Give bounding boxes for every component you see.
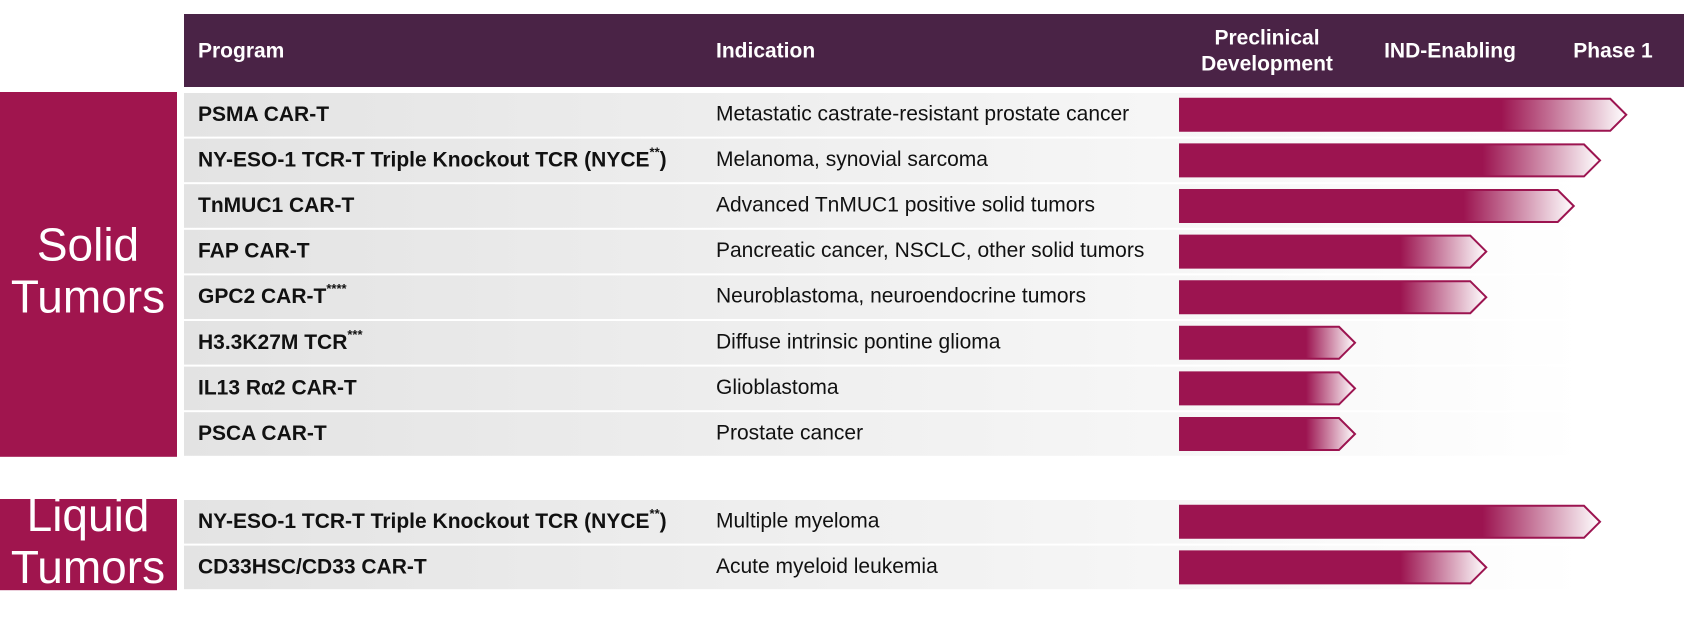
program-name: FAP CAR-T xyxy=(198,239,310,262)
header-stage: Preclinical xyxy=(1214,27,1319,50)
program: PSMA CAR-T xyxy=(198,102,329,125)
indication: Metastatic castrate-resistant prostate c… xyxy=(716,102,1129,125)
indication: Advanced TnMUC1 positive solid tumors xyxy=(716,194,1095,217)
program-name: IL13 Rα2 CAR-T xyxy=(198,376,357,399)
header-indication: Indication xyxy=(716,40,815,63)
progress-arrow xyxy=(1179,143,1602,178)
group-label: Liquid xyxy=(27,489,150,541)
header-bar xyxy=(184,14,1684,87)
program-end: ) xyxy=(660,509,667,532)
program: FAP CAR-T xyxy=(198,239,310,262)
indication: Acute myeloid leukemia xyxy=(716,555,938,578)
program-end: ) xyxy=(660,148,667,171)
progress-arrow xyxy=(1179,550,1488,585)
group-label: Tumors xyxy=(11,271,165,323)
progress-arrow xyxy=(1179,504,1602,539)
row-bg xyxy=(184,366,1584,411)
group-label: Tumors xyxy=(11,541,165,593)
progress-arrow xyxy=(1179,417,1357,451)
footnote-mark: ** xyxy=(650,506,661,521)
group-block xyxy=(0,499,177,591)
program: TnMUC1 CAR-T xyxy=(198,194,354,217)
program-name: PSMA CAR-T xyxy=(198,102,329,125)
row-bg xyxy=(184,412,1584,456)
indication: Prostate cancer xyxy=(716,422,863,445)
program: NY-ESO-1 TCR-T Triple Knockout TCR (NYCE… xyxy=(198,145,667,171)
program: GPC2 CAR-T**** xyxy=(198,282,348,308)
program-name: NY-ESO-1 TCR-T Triple Knockout TCR (NYCE xyxy=(198,509,650,532)
indication: Multiple myeloma xyxy=(716,509,880,532)
footnote-mark: **** xyxy=(326,282,347,297)
header-program: Program xyxy=(198,40,284,63)
program-name: GPC2 CAR-T xyxy=(198,285,327,308)
header-stage: Development xyxy=(1201,53,1333,76)
footnote-mark: ** xyxy=(650,145,661,160)
header-stage: IND-Enabling xyxy=(1384,40,1516,63)
group-label: Solid xyxy=(37,219,139,271)
program: IL13 Rα2 CAR-T xyxy=(198,376,357,399)
progress-arrow xyxy=(1179,97,1628,132)
header-stage: Phase 1 xyxy=(1573,40,1653,63)
progress-arrow xyxy=(1179,234,1488,269)
program-name: TnMUC1 CAR-T xyxy=(198,194,354,217)
program: NY-ESO-1 TCR-T Triple Knockout TCR (NYCE… xyxy=(198,506,667,532)
progress-arrow xyxy=(1179,189,1576,223)
progress-arrow xyxy=(1179,325,1357,360)
indication: Glioblastoma xyxy=(716,376,839,399)
indication: Pancreatic cancer, NSCLC, other solid tu… xyxy=(716,239,1144,262)
program-name: H3.3K27M TCR xyxy=(198,330,347,353)
program-name: CD33HSC/CD33 CAR-T xyxy=(198,555,427,578)
progress-arrow xyxy=(1179,280,1488,315)
program: H3.3K27M TCR*** xyxy=(198,327,363,353)
footnote-mark: *** xyxy=(347,327,363,342)
program-name: PSCA CAR-T xyxy=(198,422,327,445)
progress-arrow xyxy=(1179,371,1357,406)
group-block xyxy=(0,92,177,457)
indication: Melanoma, synovial sarcoma xyxy=(716,148,988,171)
indication: Diffuse intrinsic pontine glioma xyxy=(716,330,1001,353)
program-name: NY-ESO-1 TCR-T Triple Knockout TCR (NYCE xyxy=(198,148,650,171)
indication: Neuroblastoma, neuroendocrine tumors xyxy=(716,285,1086,308)
program: CD33HSC/CD33 CAR-T xyxy=(198,555,427,578)
program: PSCA CAR-T xyxy=(198,422,327,445)
